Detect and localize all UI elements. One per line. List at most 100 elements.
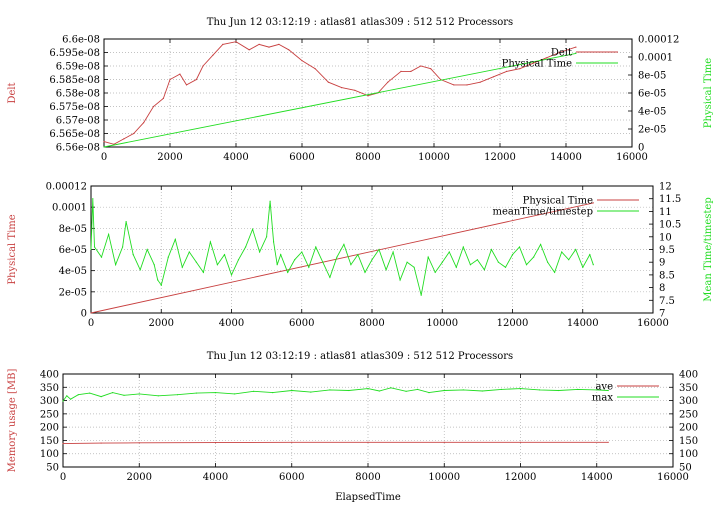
data-point xyxy=(434,271,436,273)
data-point xyxy=(276,264,278,266)
y2-tick-label: 350 xyxy=(679,383,698,394)
data-point xyxy=(525,264,528,266)
data-point xyxy=(125,221,127,223)
data-point xyxy=(288,49,290,51)
data-point xyxy=(504,266,507,268)
data-point xyxy=(430,68,432,70)
data-point xyxy=(428,392,430,394)
y-tick-label: 400 xyxy=(40,370,59,381)
data-point xyxy=(294,259,296,261)
data-point xyxy=(341,87,343,89)
data-point xyxy=(367,95,369,97)
y2-tick-label: 0 xyxy=(638,143,644,154)
series-line-1 xyxy=(62,441,609,445)
y2-tick-label: 300 xyxy=(679,396,698,407)
data-point xyxy=(100,256,103,258)
data-point xyxy=(589,254,591,256)
data-point xyxy=(212,54,214,56)
data-point xyxy=(133,132,135,135)
x-tick-label: 6000 xyxy=(289,152,314,163)
y-tick-label: 6.58e-08 xyxy=(56,89,100,100)
chart-panel-3: 0 2000 4000 6000 8000 10000 12000 14000 16000501… xyxy=(7,351,698,503)
data-point xyxy=(122,246,124,248)
data-point xyxy=(519,441,522,443)
data-point xyxy=(315,246,317,248)
data-point xyxy=(607,389,609,392)
data-point xyxy=(469,264,471,266)
data-point xyxy=(237,259,240,261)
data-point xyxy=(568,259,570,261)
chart-title: Thu Jun 12 03:12:19 : atlas81 atlas309 :… xyxy=(207,351,513,362)
x-tick-label: 0 xyxy=(60,472,66,483)
data-point xyxy=(575,52,577,55)
data-point xyxy=(405,390,407,392)
data-point xyxy=(157,395,159,397)
data-point xyxy=(291,389,293,392)
data-point xyxy=(202,65,204,67)
x-tick-label: 8000 xyxy=(359,318,384,329)
y2-tick-label: 11.5 xyxy=(659,194,681,205)
data-point xyxy=(90,248,92,251)
data-point xyxy=(245,246,247,248)
data-point xyxy=(234,393,236,395)
data-point xyxy=(350,264,352,266)
series-line-2 xyxy=(103,52,576,148)
y-tick-label: 4e-05 xyxy=(59,266,87,277)
data-point xyxy=(392,251,394,253)
series-line-2 xyxy=(90,198,594,296)
x-tick-label: 14000 xyxy=(581,472,613,483)
data-point xyxy=(152,105,155,108)
data-point xyxy=(357,254,359,256)
y2-tick-label: 11 xyxy=(659,207,672,218)
y-tick-label: 6.56e-08 xyxy=(56,143,100,154)
data-point xyxy=(77,394,79,396)
x-axis-label: ElapsedTime xyxy=(335,492,401,503)
data-point xyxy=(448,251,450,253)
data-point xyxy=(364,271,366,273)
y2-tick-label: 10.5 xyxy=(659,220,681,231)
y2-tick-label: 9 xyxy=(659,258,665,269)
x-tick-label: 16000 xyxy=(616,152,648,163)
data-point xyxy=(592,202,594,204)
x-tick-label: 14000 xyxy=(550,152,582,163)
x-tick-label: 4000 xyxy=(223,152,248,163)
x-tick-label: 8000 xyxy=(355,472,380,483)
y2-tick-label: 100 xyxy=(679,449,698,460)
data-point xyxy=(462,389,464,391)
y-tick-label: 200 xyxy=(40,423,59,434)
x-tick-label: 4000 xyxy=(219,318,244,329)
data-point xyxy=(539,389,541,391)
data-point xyxy=(169,78,171,81)
data-point xyxy=(479,81,481,83)
data-point xyxy=(123,394,125,396)
data-point xyxy=(195,261,197,263)
y-tick-label: 6.6e-08 xyxy=(62,35,100,46)
data-point xyxy=(216,264,218,266)
y-tick-label: 6e-05 xyxy=(59,245,87,256)
data-point xyxy=(558,389,560,392)
data-point xyxy=(162,97,164,99)
data-point xyxy=(483,269,485,271)
x-tick-label: 10000 xyxy=(426,318,458,329)
data-point xyxy=(248,49,250,51)
x-tick-label: 10000 xyxy=(418,152,450,163)
data-point xyxy=(476,259,478,261)
y-tick-label: 6.585e-08 xyxy=(49,75,100,86)
x-tick-label: 16000 xyxy=(657,472,689,483)
y2-tick-label: 9.5 xyxy=(659,245,675,256)
y2-tick-label: 8.5 xyxy=(659,270,675,281)
data-point xyxy=(371,259,373,261)
data-point xyxy=(310,391,312,393)
y-tick-label: 2e-05 xyxy=(59,287,87,298)
y-axis-label: Physical Time xyxy=(7,214,18,284)
y2-tick-label: 250 xyxy=(679,409,698,420)
y-tick-label: 6.595e-08 xyxy=(49,48,100,59)
y2-tick-label: 0.0001 xyxy=(638,53,673,64)
series-line-2 xyxy=(62,387,609,402)
x-tick-label: 10000 xyxy=(428,472,460,483)
y-tick-label: 0 xyxy=(81,309,87,320)
y-tick-label: 100 xyxy=(40,449,59,460)
y-axis-label: Delt xyxy=(7,82,18,103)
data-point xyxy=(167,256,169,258)
